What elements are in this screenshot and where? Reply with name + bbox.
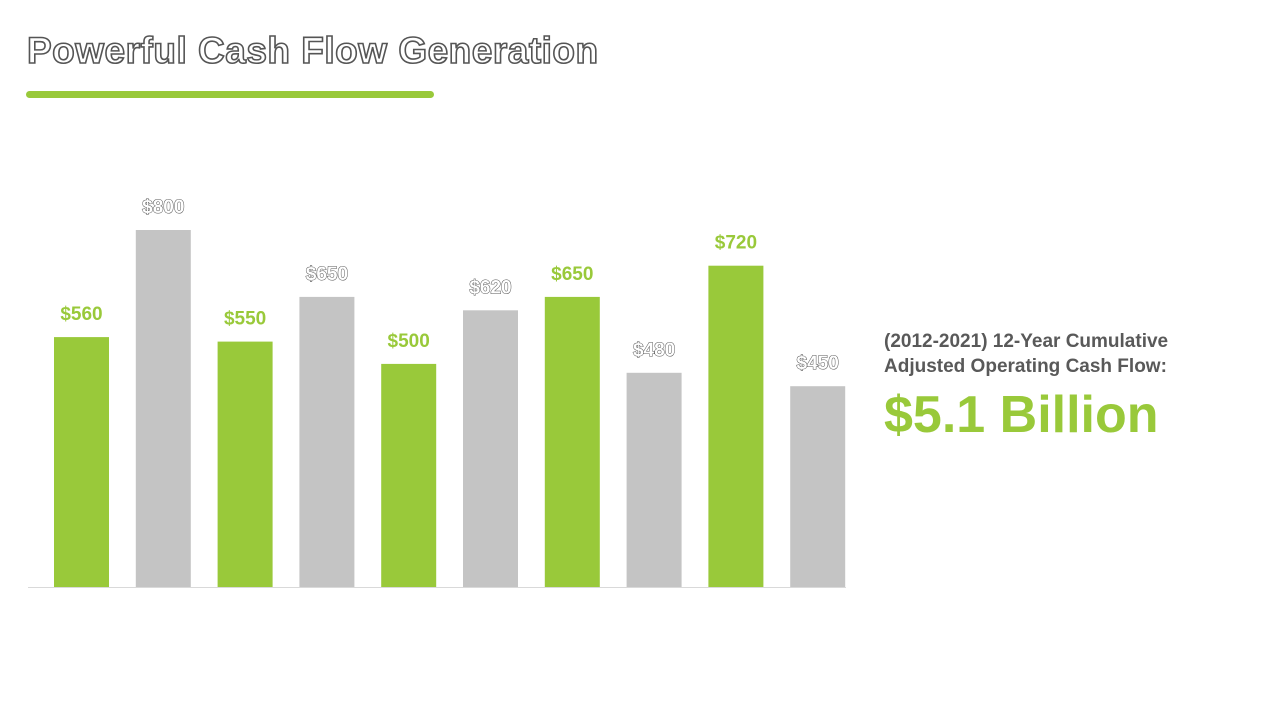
bar-label-6: $620 — [469, 277, 511, 298]
bar-10 — [790, 386, 846, 587]
bar-label-7: $650 — [551, 264, 593, 285]
bar-label-1: $560 — [60, 304, 102, 325]
bar-4 — [299, 296, 355, 587]
title-underline — [26, 91, 434, 98]
bar-5 — [381, 363, 437, 587]
bar-7 — [544, 296, 600, 587]
bar-8 — [626, 372, 682, 587]
bar-label-9: $720 — [715, 233, 757, 254]
bar-9 — [708, 265, 764, 587]
bar-label-5: $500 — [388, 331, 430, 352]
bar-label-8: $480 — [633, 340, 675, 361]
summary-caption-line-1: (2012-2021) 12-Year Cumulative — [884, 331, 1169, 352]
bar-6 — [463, 310, 518, 587]
summary-caption: (2012-2021) 12-Year Cumulative Adjusted … — [884, 329, 1264, 379]
summary-value: $5.1 Billion — [884, 386, 1159, 444]
bar-3 — [217, 341, 273, 587]
bar-label-2: $800 — [142, 197, 184, 218]
summary-caption-line-2: Adjusted Operating Cash Flow: — [884, 356, 1167, 377]
bar-1 — [54, 337, 109, 587]
bar-label-10: $450 — [797, 353, 839, 374]
bar-label-4: $650 — [306, 264, 348, 285]
cash-flow-bar-chart: $560 $800 $550 $650 $500 $620 $650 $480 $720 $450 — [28, 197, 846, 588]
bar-2 — [135, 230, 191, 587]
bar-label-3: $550 — [224, 309, 266, 330]
slide-title: Powerful Cash Flow Generation — [26, 29, 599, 72]
summary-panel: (2012-2021) 12-Year Cumulative Adjusted … — [884, 329, 1264, 445]
